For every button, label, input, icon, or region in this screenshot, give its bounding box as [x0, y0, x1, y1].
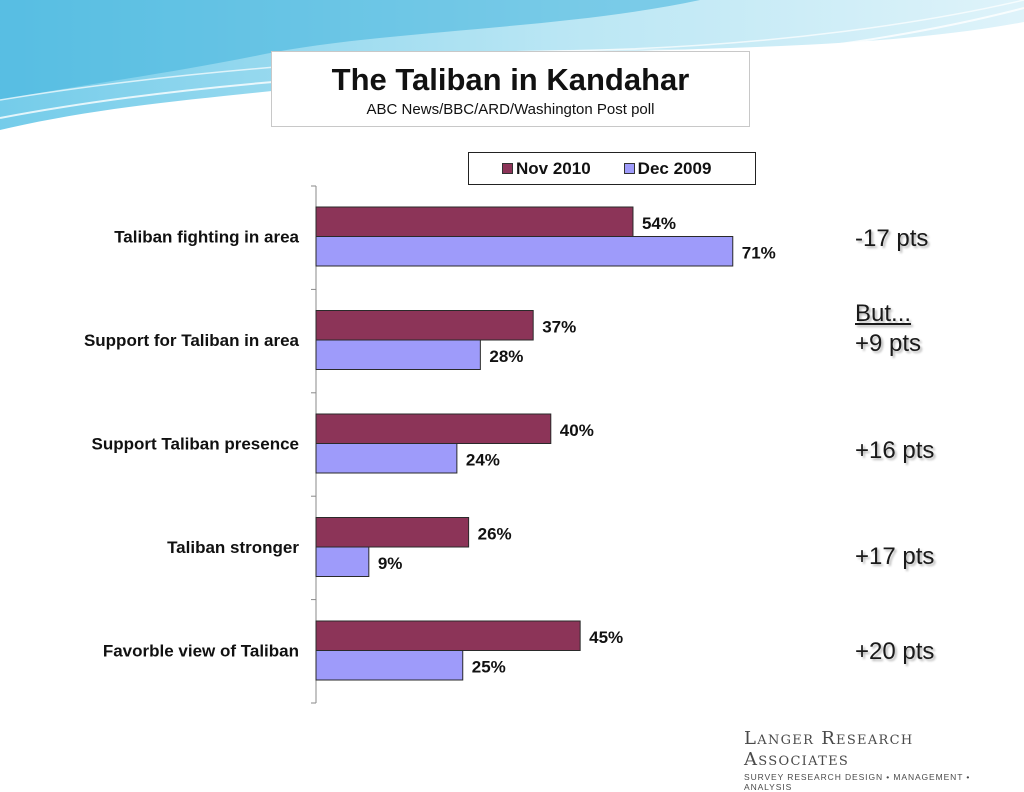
bar-nov-2010-favorble-view-of-taliban	[315, 620, 581, 651]
value-label-dec-2009-support-taliban-presence: 24%	[466, 451, 500, 470]
value-label-dec-2009-support-for-taliban-in-area: 28%	[489, 347, 523, 366]
title-box: The Taliban in Kandahar ABC News/BBC/ARD…	[271, 51, 750, 127]
bar-nov-2010-support-for-taliban-in-area	[315, 310, 534, 341]
change-annotation-presence: +16 pts	[855, 436, 934, 466]
change-annotation-fighting: -17 pts	[855, 224, 928, 254]
value-label-dec-2009-favorble-view-of-taliban: 25%	[472, 658, 506, 677]
change-value: +17 pts	[855, 543, 935, 570]
bar-dec-2009-support-taliban-presence	[315, 443, 458, 474]
legend-swatch-nov-2010	[502, 163, 513, 174]
legend-label-nov-2010: Nov 2010	[516, 158, 591, 178]
bar-dec-2009-taliban-fighting-in-area	[315, 236, 734, 267]
value-label-nov-2010-support-taliban-presence: 40%	[560, 421, 594, 440]
bar-dec-2009-favorble-view-of-taliban	[315, 650, 464, 681]
change-value: +16 pts	[855, 437, 935, 464]
change-value: -17 pts	[855, 225, 929, 252]
change-value: +20 pts	[855, 638, 935, 665]
logo-name: Langer Research Associates	[744, 728, 914, 770]
but-note: But...	[855, 300, 912, 327]
legend: Nov 2010 Dec 2009	[468, 152, 756, 185]
value-label-nov-2010-taliban-fighting-in-area: 54%	[642, 214, 676, 233]
chart-title: The Taliban in Kandahar	[331, 62, 690, 97]
change-annotation-stronger: +17 pts	[855, 542, 934, 572]
logo-tagline: SURVEY RESEARCH DESIGN • MANAGEMENT • AN…	[744, 772, 971, 792]
chart-subtitle: ABC News/BBC/ARD/Washington Post poll	[366, 101, 655, 118]
bar-chart: Taliban fighting in area 54% 71% Support fo…	[84, 185, 776, 704]
category-label-support-taliban-presence: Support Taliban presence	[91, 435, 299, 454]
category-label-taliban-fighting-in-area: Taliban fighting in area	[114, 228, 299, 247]
change-annotation-favorable: +20 pts	[855, 637, 934, 667]
company-logo: Langer Research Associates SURVEY RESEAR…	[744, 728, 1016, 792]
category-label-support-for-taliban-in-area: Support for Taliban in area	[84, 331, 300, 350]
bar-dec-2009-taliban-stronger	[315, 546, 370, 577]
value-label-nov-2010-taliban-stronger: 26%	[478, 525, 512, 544]
bar-nov-2010-taliban-fighting-in-area	[315, 206, 634, 237]
legend-label-dec-2009: Dec 2009	[637, 158, 712, 178]
value-label-dec-2009-taliban-fighting-in-area: 71%	[742, 244, 776, 263]
change-annotation-support-area: But... +9 pts	[855, 299, 921, 359]
value-label-dec-2009-taliban-stronger: 9%	[378, 554, 403, 573]
category-label-taliban-stronger: Taliban stronger	[167, 538, 299, 557]
bar-nov-2010-support-taliban-presence	[315, 413, 552, 444]
category-label-favorble-view-of-taliban: Favorble view of Taliban	[103, 642, 299, 661]
legend-item-dec-2009: Dec 2009	[623, 158, 712, 179]
value-label-nov-2010-support-for-taliban-in-area: 37%	[542, 318, 576, 337]
value-label-nov-2010-favorble-view-of-taliban: 45%	[589, 628, 623, 647]
change-value: +9 pts	[855, 330, 922, 357]
legend-item-nov-2010: Nov 2010	[502, 159, 591, 179]
bar-nov-2010-taliban-stronger	[315, 517, 470, 548]
bar-dec-2009-support-for-taliban-in-area	[315, 339, 481, 370]
legend-swatch-dec-2009	[623, 163, 635, 174]
